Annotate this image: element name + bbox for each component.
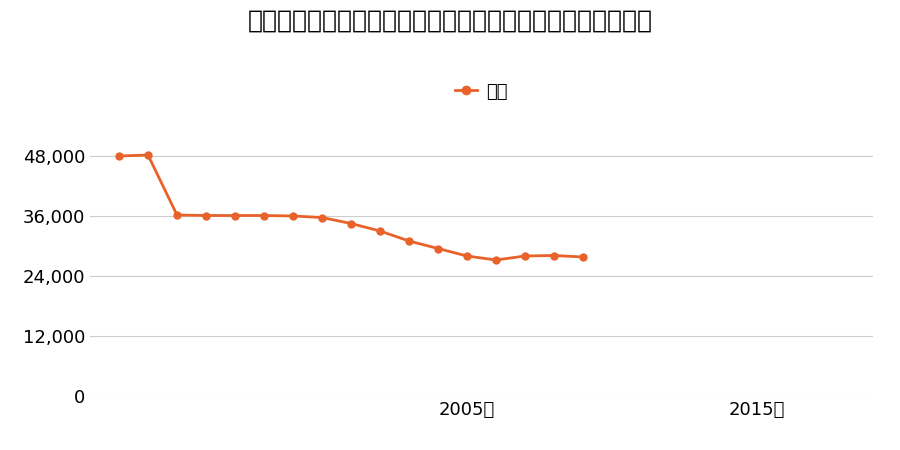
価格 bbox=[462, 253, 472, 259]
価格 bbox=[142, 152, 153, 158]
価格 bbox=[172, 212, 183, 218]
Line: 価格: 価格 bbox=[115, 152, 587, 263]
価格 bbox=[491, 257, 501, 263]
価格 bbox=[374, 228, 385, 234]
価格 bbox=[288, 213, 299, 219]
Text: 山形県東村山郡山辺町大字山辺字東町４１６番１の地価推移: 山形県東村山郡山辺町大字山辺字東町４１６番１の地価推移 bbox=[248, 9, 652, 33]
Legend: 価格: 価格 bbox=[448, 76, 515, 108]
価格 bbox=[317, 215, 328, 220]
価格 bbox=[258, 213, 269, 218]
価格 bbox=[346, 221, 356, 226]
価格 bbox=[519, 253, 530, 259]
価格 bbox=[433, 246, 444, 251]
価格 bbox=[201, 213, 212, 218]
価格 bbox=[113, 153, 124, 159]
価格 bbox=[549, 253, 560, 258]
価格 bbox=[403, 238, 414, 244]
価格 bbox=[230, 213, 240, 218]
価格 bbox=[578, 254, 589, 260]
